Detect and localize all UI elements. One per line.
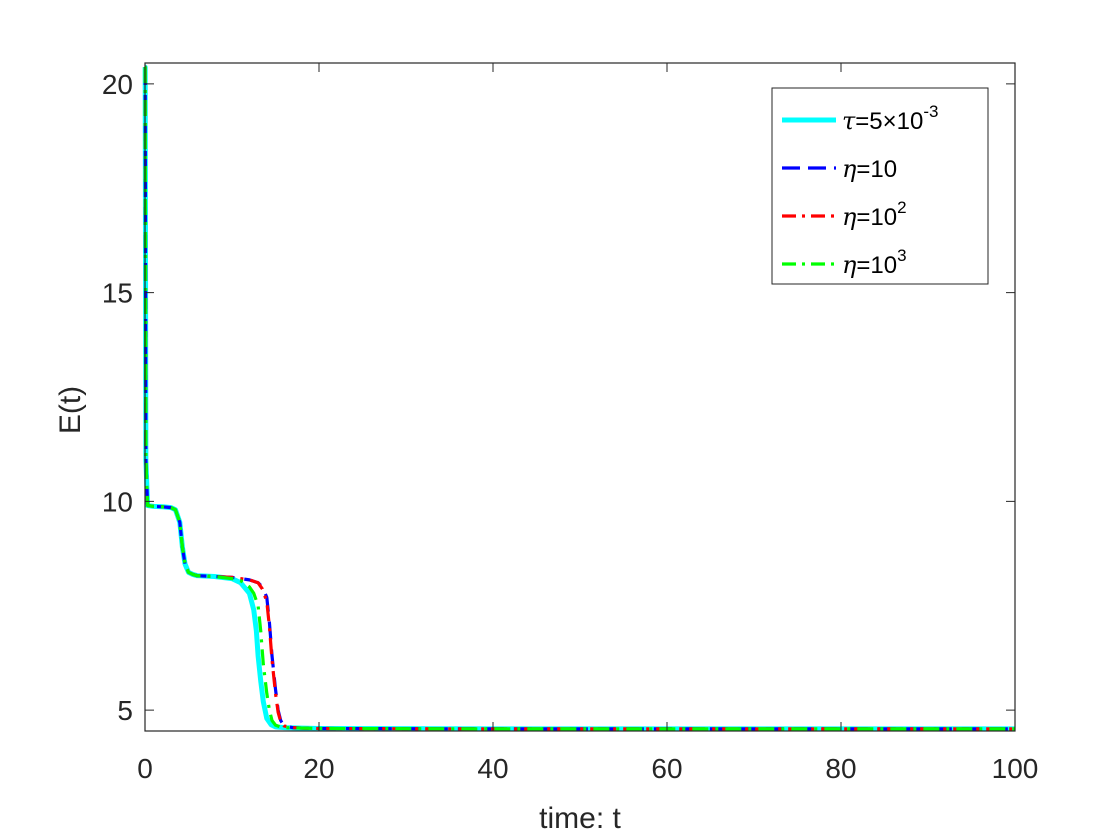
x-tick-label: 80	[825, 753, 856, 784]
legend-superscript: 2	[897, 198, 906, 217]
x-tick-label: 0	[137, 753, 153, 784]
legend-text: =10	[856, 156, 897, 183]
y-tick-label: 15	[102, 278, 133, 309]
legend-label-1: η=10	[842, 155, 897, 183]
legend-text: =10	[856, 204, 897, 231]
x-axis-title: time: t	[539, 802, 621, 835]
series-layer	[142, 64, 1015, 732]
legend-superscript: 3	[897, 246, 906, 265]
legend-symbol: η	[842, 203, 857, 231]
y-tick-label: 10	[102, 486, 133, 517]
tick-layer: 0 20 40 60 80 100 5 10 15 20	[102, 63, 1039, 784]
legend-symbol: η	[842, 251, 857, 279]
y-axis-title: E(t)	[54, 386, 87, 434]
legend-text: =5×10	[855, 108, 923, 135]
x-tick-label: 100	[992, 753, 1039, 784]
x-tick-label: 20	[303, 753, 334, 784]
legend-superscript: -3	[923, 102, 938, 121]
y-tick-label: 5	[117, 695, 133, 726]
legend-label-0: τ=5×10-3	[842, 102, 938, 135]
legend-label-3: η=103	[842, 246, 907, 279]
legend-label-2: η=102	[842, 198, 907, 231]
legend-text: =10	[856, 252, 897, 279]
x-tick-label: 40	[477, 753, 508, 784]
axes-box	[144, 62, 1016, 732]
legend-symbol: τ	[842, 107, 856, 135]
y-tick-label: 20	[102, 69, 133, 100]
legend-symbol: η	[842, 155, 857, 183]
x-tick-label: 60	[651, 753, 682, 784]
